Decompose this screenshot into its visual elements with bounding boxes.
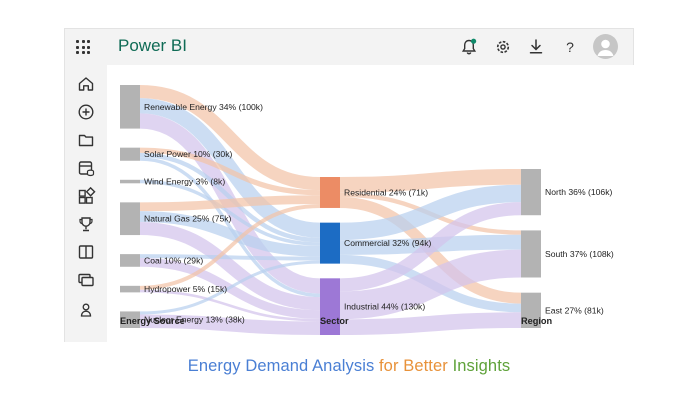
column-header-0: Energy Source (120, 316, 185, 326)
column-header-2: Region (521, 316, 553, 326)
sankey-link-5[interactable] (139, 157, 321, 298)
sankey-label-source-3: Natural Gas 25% (75k) (144, 214, 232, 224)
app-title: Power BI (118, 36, 187, 55)
sankey-label-sector-2: Industrial 44% (130k) (344, 302, 425, 312)
sankey-link-9[interactable] (139, 221, 321, 311)
caption: Energy Demand Analysis for Better Insigh… (0, 357, 698, 376)
sankey-link-3[interactable] (139, 147, 321, 196)
bell-icon[interactable] (459, 37, 479, 57)
top-bar: Power BI ? (65, 29, 633, 65)
sankey-label-sector-0: Residential 24% (71k) (344, 187, 428, 197)
sankey-label-region-2: East 27% (81k) (545, 305, 604, 315)
caption-part-3: Insights (452, 357, 511, 375)
sankey-node-region-0[interactable] (521, 169, 541, 216)
sankey-link-22[interactable] (339, 202, 522, 292)
sankey-label-source-2: Wind Energy 3% (8k) (144, 177, 225, 187)
caption-part-1: Energy Demand Analysis (187, 357, 375, 375)
sankey-link-10[interactable] (139, 254, 321, 261)
sankey-label-region-0: North 36% (106k) (545, 187, 612, 197)
trophy-icon[interactable] (76, 214, 96, 234)
apps-grid-icon[interactable] (76, 186, 96, 206)
sankey-link-14[interactable] (139, 260, 321, 315)
sankey-node-source-3[interactable] (120, 202, 140, 236)
sankey-link-16[interactable] (339, 169, 522, 193)
sankey-label-source-5: Hydropower 5% (15k) (144, 284, 227, 294)
sankey-link-1[interactable] (139, 98, 321, 238)
gear-icon[interactable] (493, 37, 513, 57)
column-header-1: Sector (320, 316, 349, 326)
sankey-label-sector-1: Commercial 32% (94k) (344, 238, 432, 248)
add-icon[interactable] (76, 102, 96, 122)
sankey-node-region-1[interactable] (521, 230, 541, 278)
sankey-nodes: Renewable Energy 34% (100k) Solar Power 1… (120, 85, 614, 335)
user-avatar-icon (597, 39, 614, 56)
data-icon[interactable] (76, 158, 96, 178)
help-icon[interactable]: ? (560, 37, 580, 57)
sankey-node-region-2[interactable] (521, 292, 541, 328)
left-nav (65, 65, 107, 342)
help-label: ? (566, 39, 574, 55)
sankey-node-source-4[interactable] (120, 254, 140, 267)
sankey-node-source-5[interactable] (120, 285, 140, 293)
sankey-label-source-1: Solar Power 10% (30k) (144, 149, 233, 159)
sankey-label-source-0: Renewable Energy 34% (100k) (144, 102, 263, 112)
sankey-link-6[interactable] (139, 179, 321, 246)
notification-dot (471, 38, 477, 44)
sankey-node-source-1[interactable] (120, 147, 140, 161)
sankey-chart: Renewable Energy 34% (100k) Solar Power 1… (107, 65, 634, 342)
sankey-links (139, 85, 522, 335)
sankey-node-source-0[interactable] (120, 85, 140, 129)
sankey-node-sector-2[interactable] (320, 278, 340, 335)
sankey-link-0[interactable] (139, 85, 321, 191)
user-icon[interactable] (76, 300, 96, 320)
monitor-icon[interactable] (76, 270, 96, 290)
sankey-node-source-6[interactable] (120, 311, 140, 328)
sankey-link-19[interactable] (339, 184, 522, 241)
folder-icon[interactable] (76, 130, 96, 150)
sankey-node-sector-0[interactable] (320, 177, 340, 208)
sankey-link-12[interactable] (139, 204, 321, 290)
sankey-node-source-2[interactable] (120, 179, 140, 184)
caption-part-2: for Better (379, 357, 448, 375)
sankey-label-region-1: South 37% (108k) (545, 249, 614, 259)
sankey-link-8[interactable] (139, 211, 321, 257)
sankey-link-13[interactable] (139, 289, 321, 322)
report-window: Power BI ? (64, 28, 634, 342)
sankey-link-24[interactable] (339, 312, 522, 335)
sankey-link-15[interactable] (139, 314, 321, 335)
sankey-link-4[interactable] (139, 152, 321, 243)
sankey-link-23[interactable] (339, 249, 522, 320)
sankey-label-source-6: Nuclear Energy 13% (38k) (144, 315, 245, 325)
apps-icon[interactable] (76, 40, 90, 54)
avatar[interactable] (593, 34, 618, 59)
sankey-node-sector-1[interactable] (320, 222, 340, 264)
home-icon[interactable] (76, 74, 96, 94)
book-icon[interactable] (76, 242, 96, 262)
sankey-label-source-4: Coal 10% (29k) (144, 255, 203, 265)
sankey-link-7[interactable] (139, 195, 321, 212)
sankey-svg: Renewable Energy 34% (100k) Solar Power 1… (120, 85, 614, 335)
download-icon[interactable] (526, 37, 546, 57)
